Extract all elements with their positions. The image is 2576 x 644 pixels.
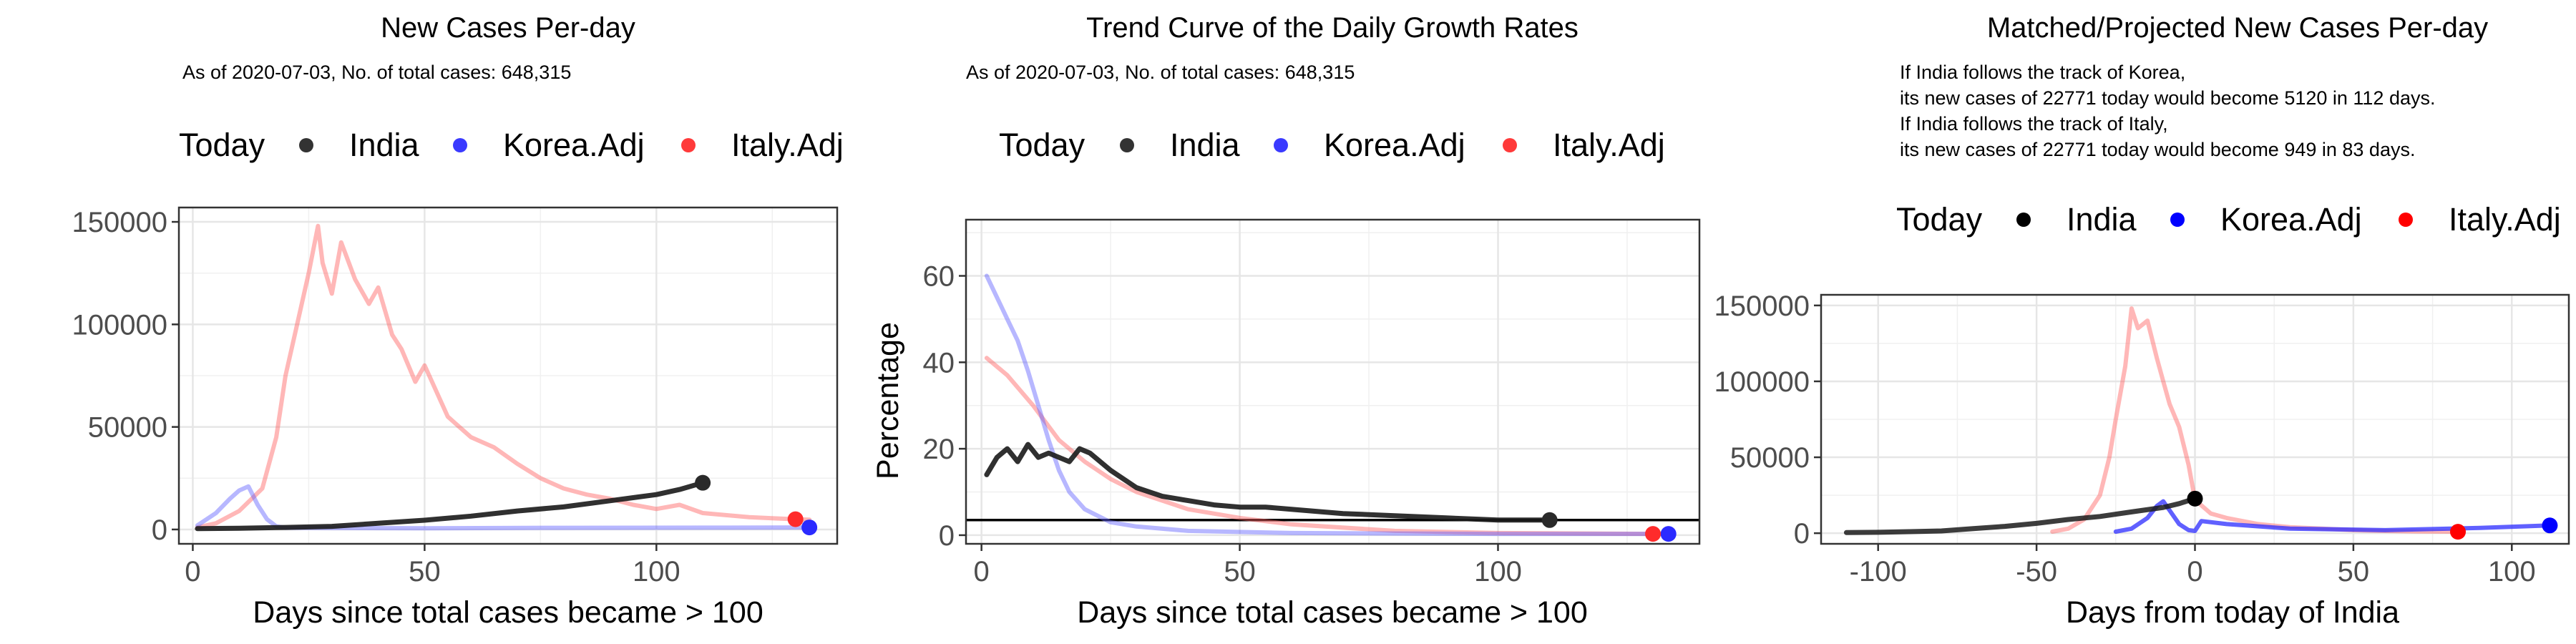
panel-3-legend-label-italy: Italy.Adj (2449, 201, 2561, 238)
y-tick-label: 40 (923, 347, 955, 379)
panel-3-subtitle-line-1: If India follows the track of Korea, (1900, 62, 2185, 83)
x-tick-label: 100 (2488, 556, 2536, 587)
y-tick-label: 20 (923, 434, 955, 465)
panel-1-legend: Today India Korea.Adj Italy.Adj (179, 127, 844, 163)
today-point-italy (2450, 524, 2467, 540)
today-point-india (695, 474, 711, 491)
y-tick-label: 50000 (1730, 442, 1810, 474)
y-tick-label: 150000 (72, 207, 167, 238)
today-point-korea (2542, 517, 2558, 534)
y-tick-label: 0 (1794, 518, 1810, 550)
panel-3-plot-area: -100 -50 0 50 100 0 50000 100000 150000 (1714, 291, 2570, 587)
panel-1-legend-label-india: India (349, 127, 420, 163)
panel-2-subtitle: As of 2020-07-03, No. of total cases: 64… (966, 62, 1355, 83)
series-line-india (984, 441, 1553, 523)
panel-3-legend-label-india: India (2067, 201, 2137, 238)
series-line-korea (984, 273, 1671, 537)
x-tick-label: 100 (633, 556, 680, 587)
x-tick-label: 0 (185, 556, 200, 587)
x-tick-label: -100 (1850, 556, 1907, 587)
y-tick-label: 0 (152, 514, 167, 546)
panel-1-legend-label-korea: Korea.Adj (503, 127, 645, 163)
panel-3-subtitle-line-4: its new cases of 22771 today would becom… (1900, 139, 2415, 160)
panel-2-legend-label-korea: Korea.Adj (1324, 127, 1465, 163)
panel-3: Matched/Projected New Cases Per-day If I… (1714, 12, 2570, 630)
y-tick-label: 0 (939, 520, 955, 552)
panel-1-plot-area: 0 50 100 0 50000 100000 150000 (72, 206, 839, 587)
panel-3-legend-key-italy (2399, 213, 2413, 227)
x-tick-label: 0 (974, 556, 990, 587)
panel-1-legend-title: Today (179, 127, 265, 163)
x-tick-label: 50 (2338, 556, 2370, 587)
panel-1-legend-key-india (299, 138, 313, 152)
today-point-korea (801, 519, 818, 536)
panel-3-subtitle: If India follows the track of Korea, its… (1900, 62, 2436, 160)
panel-2-legend: Today India Korea.Adj Italy.Adj (999, 127, 1665, 163)
series-line-italy (984, 356, 1655, 537)
panel-1-legend-key-italy (681, 138, 696, 152)
panel-3-subtitle-line-2: its new cases of 22771 today would becom… (1900, 87, 2436, 109)
series-line-india (195, 480, 706, 532)
x-tick-label: 50 (409, 556, 441, 587)
panel-3-legend-label-korea: Korea.Adj (2220, 201, 2362, 238)
today-point-india (2187, 490, 2203, 507)
series-line-italy (195, 223, 812, 530)
x-tick-label: 50 (1224, 556, 1256, 587)
panel-2-legend-key-korea (1274, 138, 1288, 152)
panel-3-title: Matched/Projected New Cases Per-day (1987, 12, 2488, 44)
x-tick-label: 0 (2187, 556, 2202, 587)
panel-1: New Cases Per-day As of 2020-07-03, No. … (72, 12, 844, 630)
y-tick-label: 60 (923, 261, 955, 293)
panel-2-legend-label-india: India (1170, 127, 1241, 163)
panel-2-legend-key-india (1120, 138, 1134, 152)
panel-2-legend-label-italy: Italy.Adj (1553, 127, 1665, 163)
series-line-korea (195, 484, 812, 531)
panel-3-legend-key-india (2016, 213, 2031, 227)
plot-border (177, 206, 839, 545)
today-point-italy (1645, 526, 1662, 542)
panel-2: Trend Curve of the Daily Growth Rates As… (871, 12, 1701, 630)
panel-2-plot-area: 0 50 100 0 20 40 60 (923, 218, 1701, 587)
panel-2-y-axis-title: Percentage (871, 322, 905, 479)
plot-border (965, 218, 1701, 545)
panel-1-legend-label-italy: Italy.Adj (731, 127, 844, 163)
panel-3-subtitle-line-3: If India follows the track of Italy, (1900, 113, 2168, 135)
today-point-korea (1660, 526, 1677, 542)
y-tick-label: 100000 (1714, 366, 1810, 398)
panel-3-x-axis-title: Days from today of India (2066, 595, 2399, 630)
panel-1-title: New Cases Per-day (381, 12, 635, 44)
today-point-italy (787, 511, 804, 527)
series-line-korea (2113, 499, 2552, 534)
panel-3-legend: Today India Korea.Adj Italy.Adj (1896, 201, 2561, 238)
panel-2-x-axis-title: Days since total cases became > 100 (1077, 595, 1587, 630)
x-tick-label: -50 (2016, 556, 2057, 587)
y-tick-label: 50000 (88, 412, 167, 444)
panel-2-title: Trend Curve of the Daily Growth Rates (1086, 12, 1579, 44)
panel-3-legend-key-korea (2170, 213, 2185, 227)
x-tick-label: 100 (1474, 556, 1522, 587)
series-line-india (1843, 496, 2197, 535)
panel-2-legend-key-italy (1503, 138, 1517, 152)
panel-1-legend-key-korea (453, 138, 467, 152)
panel-2-legend-title: Today (999, 127, 1085, 163)
plot-background (966, 220, 1699, 544)
today-point-india (1541, 512, 1558, 528)
y-tick-label: 100000 (72, 309, 167, 341)
panel-1-x-axis-title: Days since total cases became > 100 (253, 595, 763, 630)
y-tick-label: 150000 (1714, 291, 1810, 322)
panel-3-legend-title: Today (1896, 201, 1983, 238)
panel-1-subtitle: As of 2020-07-03, No. of total cases: 64… (182, 62, 571, 83)
plot-border (1820, 293, 2570, 545)
